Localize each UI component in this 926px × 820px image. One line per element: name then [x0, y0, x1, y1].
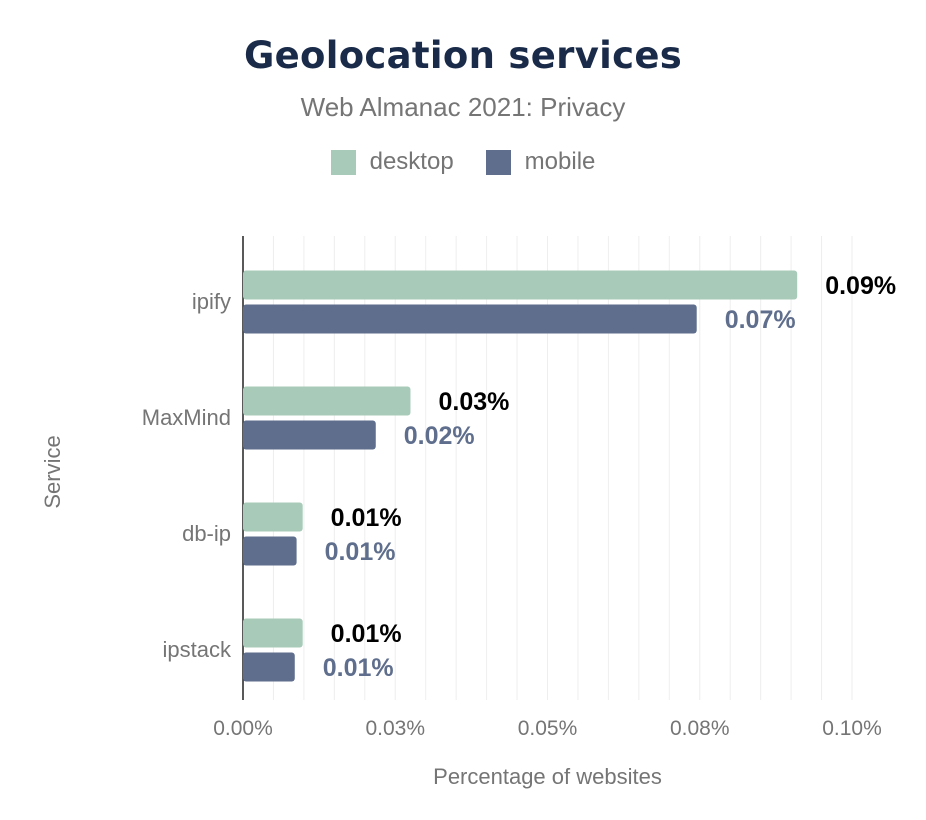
legend-swatch-desktop: [330, 149, 356, 175]
legend-item-desktop[interactable]: desktop: [330, 148, 454, 176]
chart-title: Geolocation services: [243, 34, 683, 77]
data-label-mobile: 0.07%: [725, 306, 796, 334]
category-label: db-ip: [182, 521, 231, 546]
x-tick-label: 0.10%: [822, 717, 882, 740]
x-tick-label: 0.05%: [518, 717, 578, 740]
data-label-desktop: 0.09%: [825, 272, 896, 300]
bar-mobile: [243, 536, 297, 566]
bar-mobile: [243, 420, 376, 450]
bar-mobile: [243, 304, 697, 334]
data-label-desktop: 0.01%: [331, 620, 402, 648]
data-label-mobile: 0.01%: [325, 538, 396, 566]
legend-label-desktop: desktop: [369, 148, 454, 175]
legend-label-mobile: mobile: [524, 148, 596, 175]
y-axis-label: Service: [40, 435, 65, 508]
bar-desktop: [243, 270, 798, 300]
x-tick-label: 0.00%: [213, 717, 273, 740]
data-label-mobile: 0.01%: [323, 654, 394, 682]
data-label-desktop: 0.03%: [438, 388, 509, 416]
bar-desktop: [243, 386, 411, 416]
category-label: ipstack: [163, 637, 232, 662]
legend-swatch-mobile: [485, 149, 511, 175]
bar-desktop: [243, 618, 303, 648]
x-tick-label: 0.08%: [670, 717, 730, 740]
x-axis-label: Percentage of websites: [433, 764, 662, 789]
category-label: MaxMind: [142, 405, 231, 430]
legend: desktop mobile: [0, 148, 926, 176]
data-label-mobile: 0.02%: [404, 422, 475, 450]
x-tick-label: 0.03%: [365, 717, 425, 740]
category-label: ipify: [192, 289, 231, 314]
bar-mobile: [243, 652, 295, 682]
legend-item-mobile[interactable]: mobile: [485, 148, 596, 176]
chart-subtitle: Web Almanac 2021: Privacy: [300, 92, 626, 122]
data-label-desktop: 0.01%: [331, 504, 402, 532]
bar-desktop: [243, 502, 303, 532]
